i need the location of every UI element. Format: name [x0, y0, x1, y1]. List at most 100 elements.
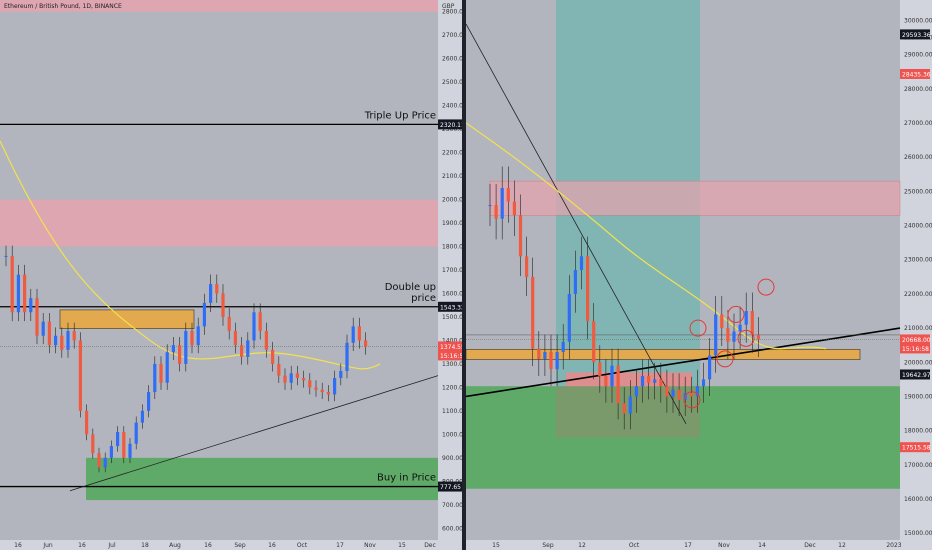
left-candle — [159, 363, 163, 383]
downtrend-line — [466, 23, 687, 424]
left-candle — [78, 340, 82, 411]
price-tick-label: 27000.00 — [904, 120, 932, 127]
left-candle — [283, 375, 287, 383]
time-axis — [466, 540, 932, 550]
right-candle — [586, 256, 590, 322]
annotation-circle — [689, 319, 707, 337]
left-candle — [289, 373, 293, 383]
annotation-circle — [737, 329, 755, 347]
left-candle — [171, 345, 175, 353]
price-tick-label: 900.00 — [442, 455, 462, 462]
price-tick-label: 20000.00 — [904, 359, 932, 366]
time-tick-label: 16 — [204, 542, 212, 549]
time-tick-label: 2023 — [886, 542, 901, 549]
price-tick-label: 1900.00 — [442, 220, 462, 227]
time-tick-label: 17 — [684, 542, 692, 549]
price-tick-label: 2800.00 — [442, 9, 462, 16]
price-tick-label: 1000.00 — [442, 431, 462, 438]
price-tick-label: 2400.00 — [442, 103, 462, 110]
right-candle — [549, 352, 553, 370]
price-tick-label: 1100.00 — [442, 408, 462, 415]
left-candle — [16, 274, 20, 313]
price-tick-label: 2000.00 — [442, 197, 462, 204]
left-candle — [364, 340, 368, 347]
right-candle — [537, 348, 541, 359]
left-candle — [54, 335, 58, 346]
left-candle — [339, 370, 343, 378]
red-zone-top — [0, 0, 438, 12]
time-tick-label: 17 — [336, 542, 344, 549]
price-tick-label: 30000.00 — [904, 18, 932, 25]
left-candle — [66, 331, 70, 350]
right-candle — [610, 365, 614, 387]
right-candle — [665, 386, 669, 397]
right-candle — [726, 328, 730, 342]
left-candle — [41, 321, 45, 336]
left-candle — [140, 410, 144, 423]
price-tick-label: 2200.00 — [442, 150, 462, 157]
left-candle — [10, 255, 14, 313]
left-candle — [103, 457, 107, 468]
mid-level-badge: 19642.97 — [902, 372, 931, 379]
left-candle — [246, 340, 250, 357]
teal-zone — [556, 0, 700, 438]
price-tick-label: 18000.00 — [904, 428, 932, 435]
right-candle — [750, 311, 754, 335]
left-candle — [314, 387, 318, 390]
right-candle — [732, 331, 736, 342]
right-candle — [604, 375, 608, 387]
left-candle — [23, 274, 27, 313]
right-candle — [543, 352, 547, 359]
price-tick-label: 1300.00 — [442, 361, 462, 368]
left-candle — [277, 363, 281, 376]
time-tick-label: Nov — [364, 542, 376, 549]
annotation-circle — [727, 305, 745, 323]
countdown-badge-bg — [900, 343, 930, 354]
price-tick-label: 2700.00 — [442, 32, 462, 39]
price-tick-label: 2600.00 — [442, 56, 462, 63]
time-axis — [0, 540, 462, 550]
left-candle — [35, 298, 39, 336]
left-candle — [153, 363, 157, 393]
right-candle — [701, 379, 706, 387]
low-level-badge: 17515.58 — [902, 445, 931, 452]
price-tick-label: 2300.00 — [442, 126, 462, 133]
left-candle — [333, 378, 337, 395]
red-zone — [489, 180, 901, 216]
left-candle — [221, 293, 225, 317]
left-candle — [258, 312, 262, 332]
double-up-label-line1: Double up — [385, 282, 436, 293]
right-candle — [518, 215, 523, 257]
triple-up-badge: 2320.11 — [440, 122, 462, 129]
left-candle — [72, 331, 76, 341]
price-tick-label: 19000.00 — [904, 393, 932, 400]
price-axis — [900, 0, 932, 550]
time-tick-label: Sep — [234, 542, 246, 549]
second-chart-pane[interactable]: 29500.0030000.0029000.0028000.0027000.00… — [466, 0, 932, 550]
upper-level-badge-bg — [900, 68, 930, 79]
price-tick-label: 23000.00 — [904, 257, 932, 264]
overlap-zone — [556, 386, 700, 438]
triple-up-badge-bg — [438, 119, 462, 130]
price-tick-label: 2500.00 — [442, 79, 462, 86]
right-candle — [506, 187, 510, 202]
left-candle — [302, 378, 306, 381]
buy-in-badge: 777.65 — [440, 484, 461, 491]
right-candle — [659, 379, 663, 387]
orange-zone — [59, 309, 195, 329]
time-tick-label: Aug — [169, 542, 181, 549]
double-up-badge-bg — [438, 301, 462, 312]
right-candle — [592, 321, 596, 363]
left-candle — [209, 284, 213, 303]
price-tick-label: 700.00 — [442, 502, 462, 509]
left-candle — [116, 432, 120, 447]
green-zone — [86, 457, 438, 501]
time-tick-label: 14 — [758, 542, 766, 549]
double-up-badge: 1543.32 — [440, 304, 462, 311]
second-chart[interactable]: 29500.0030000.0029000.0028000.0027000.00… — [466, 0, 932, 550]
right-candle — [708, 355, 712, 380]
eth-gbp-chart-pane[interactable]: Triple Up Price Double up price Buy in Pric… — [0, 0, 462, 550]
annotation-circle — [683, 391, 701, 409]
current-price-badge: 1374.55 — [440, 344, 462, 351]
